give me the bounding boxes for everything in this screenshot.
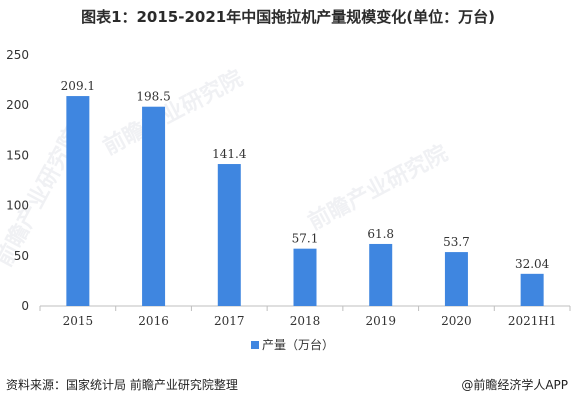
legend-swatch — [251, 341, 259, 349]
y-tick-label: 50 — [14, 249, 29, 263]
x-tick-label: 2016 — [138, 314, 169, 328]
x-tick-label: 2021H1 — [508, 314, 557, 328]
bar — [444, 252, 468, 306]
bar — [66, 96, 90, 306]
bar-chart: 0 50 100 150 200 250 209.1 2015 198.5 2016 141.4 20… — [6, 48, 571, 352]
data-label: 198.5 — [136, 90, 170, 104]
bar — [142, 106, 166, 307]
x-tick-label: 2018 — [290, 314, 321, 328]
bar — [369, 243, 393, 306]
bar — [293, 248, 317, 306]
x-tick-label: 2015 — [63, 314, 94, 328]
source-note: 资料来源：国家统计局 前瞻产业研究院整理 — [6, 378, 238, 392]
bar — [217, 164, 241, 306]
data-label: 209.1 — [61, 79, 95, 93]
x-tick-label: 2019 — [365, 314, 396, 328]
x-tick-label: 2017 — [214, 314, 245, 328]
y-tick-label: 0 — [21, 299, 29, 313]
credit-note: @前瞻经济学人APP — [461, 378, 568, 392]
y-tick-label: 100 — [6, 199, 29, 213]
y-tick-label: 150 — [6, 148, 29, 162]
data-label: 32.04 — [515, 257, 550, 271]
data-label: 53.7 — [443, 235, 470, 249]
x-tick-label: 2020 — [441, 314, 472, 328]
y-tick-label: 200 — [6, 98, 29, 112]
bar — [520, 273, 544, 306]
data-label: 141.4 — [212, 147, 247, 161]
data-label: 61.8 — [367, 227, 394, 241]
y-tick-label: 250 — [6, 48, 29, 62]
data-label: 57.1 — [292, 232, 319, 246]
legend-label: 产量（万台） — [262, 337, 334, 352]
chart-title: 图表1：2015-2021年中国拖拉机产量规模变化(单位：万台) — [81, 8, 495, 26]
